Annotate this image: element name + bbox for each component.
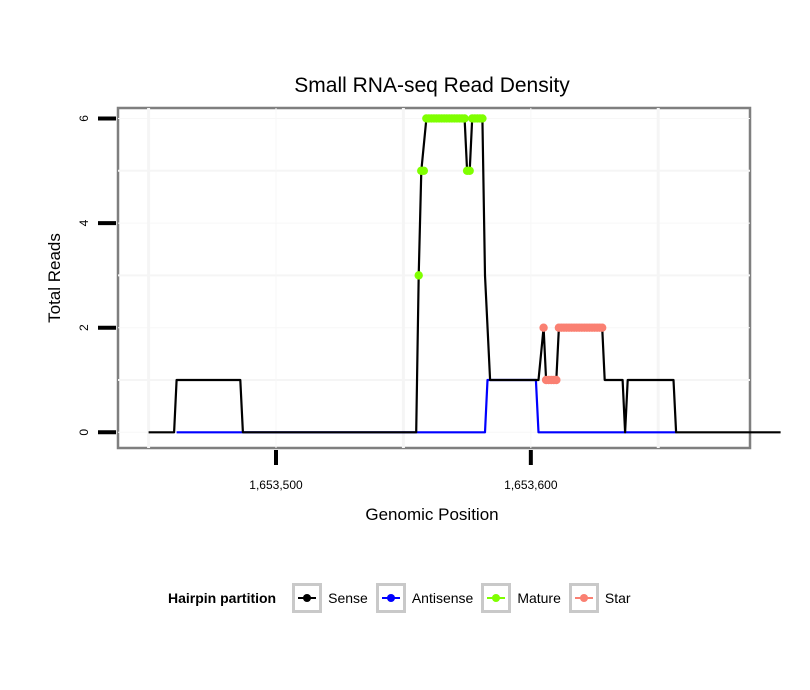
- x-axis-title: Genomic Position: [365, 505, 498, 524]
- legend-items: Sense Antisense Mature Star: [292, 583, 638, 613]
- y-tick-label: 4: [77, 219, 91, 226]
- legend-label-mature: Mature: [517, 590, 561, 606]
- legend-key-star: [568, 583, 599, 613]
- x-axis-ticks: 1,653,500 1,653,600: [249, 450, 558, 492]
- y-axis-title: Total Reads: [45, 233, 64, 323]
- chart-title: Small RNA-seq Read Density: [294, 74, 570, 97]
- y-tick-label: 0: [77, 429, 91, 436]
- legend-point-icon: [303, 594, 312, 602]
- legend-key-mature: [481, 583, 512, 613]
- legend-key-antisense: [375, 583, 406, 613]
- legend-point-icon: [579, 594, 588, 602]
- y-axis-ticks: 0 2 4 6: [77, 115, 116, 436]
- series-lines: [148, 117, 781, 434]
- data-point-mature: [465, 166, 474, 175]
- series-line-sense: [148, 117, 781, 434]
- data-point-star: [539, 323, 548, 332]
- data-point-mature: [478, 114, 487, 123]
- data-point-mature: [414, 271, 423, 280]
- data-point-mature: [419, 166, 429, 175]
- legend-key-sense: [292, 583, 323, 613]
- legend-title: Hairpin partition: [168, 590, 277, 606]
- y-tick-label: 6: [77, 115, 91, 122]
- plot-panel: [116, 106, 752, 450]
- legend-point-icon: [492, 594, 501, 602]
- legend-label-sense: Sense: [328, 590, 368, 606]
- data-point-mature: [460, 114, 469, 123]
- legend-point-icon: [386, 594, 395, 602]
- series-points: [414, 114, 607, 385]
- legend: Hairpin partition Sense Antisense Mature St…: [168, 578, 639, 618]
- legend-label-antisense: Antisense: [411, 590, 474, 606]
- x-tick-label: 1,653,500: [249, 478, 303, 492]
- y-tick-label: 2: [77, 324, 91, 331]
- data-point-star: [597, 323, 607, 332]
- data-point-star: [552, 375, 561, 385]
- x-tick-label: 1,653,600: [504, 478, 558, 492]
- legend-label-star: Star: [604, 590, 631, 606]
